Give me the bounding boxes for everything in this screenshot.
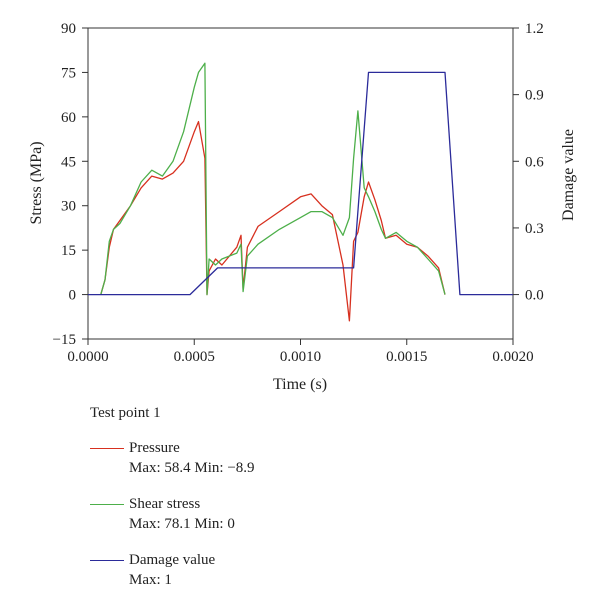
right-y-tick-label: 0.0 bbox=[525, 288, 544, 304]
legend-swatch-damage-value bbox=[90, 560, 124, 561]
left-y-tick-label: 0 bbox=[69, 288, 77, 304]
right-y-tick-label: 1.2 bbox=[525, 21, 544, 37]
legend-stats-pressure: Max: 58.4 Min: −8.9 bbox=[129, 460, 255, 476]
series-line-shear-stress bbox=[100, 62, 446, 296]
legend-stats-damage-value: Max: 1 bbox=[129, 572, 172, 588]
x-tick-label: 0.0015 bbox=[386, 349, 427, 365]
left-y-tick-label: −15 bbox=[53, 332, 76, 348]
legend: Test point 1 Pressure Max: 58.4 Min: −8.… bbox=[90, 405, 490, 606]
legend-label-shear-stress: Shear stress bbox=[129, 496, 201, 512]
x-tick-label: 0.0010 bbox=[280, 349, 321, 365]
left-y-tick-label: 60 bbox=[61, 110, 76, 126]
plot-frame bbox=[87, 27, 514, 340]
left-y-tick-label: 45 bbox=[61, 154, 76, 170]
series-line-damage-value bbox=[88, 71, 513, 296]
legend-stats-shear-stress: Max: 78.1 Min: 0 bbox=[129, 516, 235, 532]
left-y-axis-ticks: −15 0 15 30 45 60 75 90 bbox=[53, 21, 88, 348]
left-y-tick-label: 15 bbox=[61, 243, 76, 259]
x-tick-label: 0.0020 bbox=[492, 349, 533, 365]
series-line-pressure bbox=[100, 120, 446, 322]
stress-damage-chart: 0.0000 0.0005 0.0010 0.0015 0.0020 −15 0 15 30 4… bbox=[28, 21, 577, 393]
legend-swatch-pressure bbox=[90, 448, 124, 449]
x-axis-ticks: 0.0000 0.0005 0.0010 0.0015 0.0020 bbox=[67, 339, 534, 365]
left-y-tick-label: 90 bbox=[61, 21, 76, 37]
legend-title: Test point 1 bbox=[90, 405, 161, 421]
left-y-tick-label: 30 bbox=[61, 199, 76, 215]
x-tick-label: 0.0000 bbox=[67, 349, 108, 365]
right-y-tick-label: 0.9 bbox=[525, 88, 544, 104]
x-axis-label: Time (s) bbox=[273, 376, 327, 393]
legend-label-damage-value: Damage value bbox=[129, 552, 216, 568]
x-tick-label: 0.0005 bbox=[174, 349, 215, 365]
left-y-axis-label: Stress (MPa) bbox=[28, 141, 45, 224]
legend-item-damage-value: Damage value Max: 1 bbox=[90, 550, 490, 590]
legend-swatch-shear-stress bbox=[90, 504, 124, 505]
right-y-axis-ticks: 0.0 0.3 0.6 0.9 1.2 bbox=[513, 21, 544, 304]
legend-label-pressure: Pressure bbox=[129, 440, 180, 456]
right-y-axis-label: Damage value bbox=[560, 129, 577, 221]
legend-item-shear-stress: Shear stress Max: 78.1 Min: 0 bbox=[90, 494, 490, 534]
series-lines bbox=[88, 62, 513, 322]
right-y-tick-label: 0.3 bbox=[525, 221, 544, 237]
left-y-tick-label: 75 bbox=[61, 65, 76, 81]
right-y-tick-label: 0.6 bbox=[525, 154, 544, 170]
legend-item-pressure: Pressure Max: 58.4 Min: −8.9 bbox=[90, 438, 490, 478]
